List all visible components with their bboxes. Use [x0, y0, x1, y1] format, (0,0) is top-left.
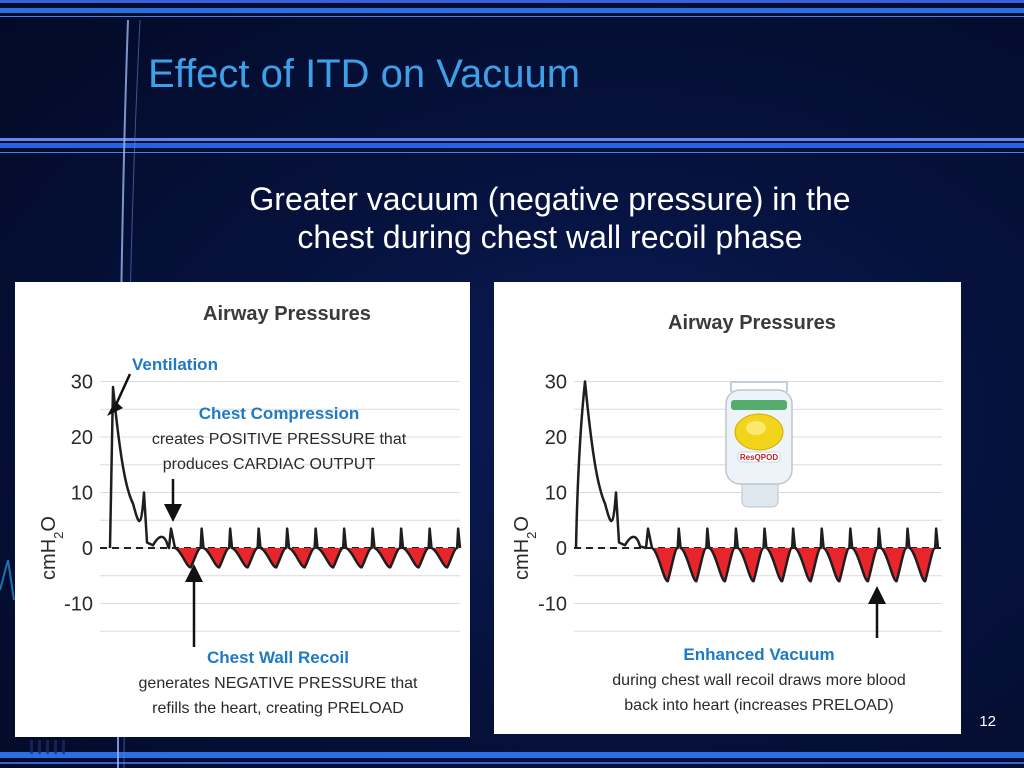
compression-text-2: produces CARDIAC OUTPUT	[163, 456, 376, 473]
slide-title: Effect of ITD on Vacuum	[148, 52, 581, 96]
right-y-tick-label: 20	[545, 427, 567, 449]
right-y-tick-label: 30	[545, 372, 567, 394]
left-y-tick-label: 30	[71, 372, 93, 394]
chest-wall-recoil-label: Chest Wall Recoil	[207, 648, 349, 667]
right-airway-pressure-chart: 30 20 10 0 -10 Airway Pressures cmH2O ResQPO…	[511, 312, 942, 714]
left-y-axis-label: cmH2O	[38, 516, 66, 580]
subtitle-line-2: chest during chest wall recoil phase	[297, 219, 803, 255]
right-y-axis-label: cmH2O	[511, 516, 539, 580]
right-pressure-trace	[574, 380, 940, 583]
page-number: 12	[979, 713, 996, 730]
left-y-tick-label: 10	[71, 483, 93, 505]
svg-text:ResQPOD: ResQPOD	[740, 453, 778, 462]
left-chart-panel: 30 20 10 0 -10 Airway Pressures cmH2O Ventil…	[15, 282, 470, 737]
right-chart-title: Airway Pressures	[668, 312, 836, 334]
subtitle-line-1: Greater vacuum (negative pressure) in th…	[249, 181, 851, 217]
vacuum-text-1: during chest wall recoil draws more bloo…	[612, 672, 905, 689]
resqpod-device-image: ResQPOD	[725, 381, 793, 508]
compression-text-1: creates POSITIVE PRESSURE that	[152, 431, 407, 448]
ventilation-arrowhead	[107, 401, 123, 416]
right-y-tick-label: 0	[556, 538, 567, 560]
left-y-tick-label: 0	[82, 538, 93, 560]
recoil-arrowhead	[185, 564, 203, 582]
vacuum-arrowhead	[868, 586, 886, 604]
ventilation-label: Ventilation	[132, 355, 218, 374]
enhanced-vacuum-label: Enhanced Vacuum	[683, 645, 834, 664]
right-chart-panel: 30 20 10 0 -10 Airway Pressures cmH2O ResQPO…	[494, 282, 961, 734]
slide-subtitle: Greater vacuum (negative pressure) in th…	[150, 180, 950, 256]
recoil-text-2: refills the heart, creating PRELOAD	[152, 700, 404, 717]
left-y-tick-label: 20	[71, 427, 93, 449]
vacuum-text-2: back into heart (increases PRELOAD)	[624, 697, 893, 714]
right-y-tick-label: 10	[545, 483, 567, 505]
recoil-text-1: generates NEGATIVE PRESSURE that	[139, 675, 418, 692]
left-chart-title: Airway Pressures	[203, 303, 371, 325]
right-y-tick-label: -10	[538, 594, 567, 616]
left-y-tick-label: -10	[64, 594, 93, 616]
left-airway-pressure-chart: 30 20 10 0 -10 Airway Pressures cmH2O Ventil…	[38, 303, 462, 717]
chest-compression-label: Chest Compression	[199, 404, 360, 423]
left-pressure-trace	[108, 385, 462, 569]
compression-arrowhead	[164, 504, 182, 522]
